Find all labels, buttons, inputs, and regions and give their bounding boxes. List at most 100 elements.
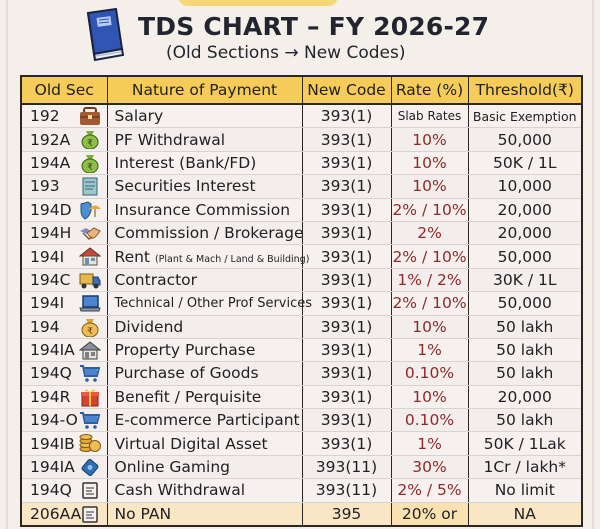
old-sec-cell: 194H [21,221,108,246]
rate-cell: Slab Rates [391,104,469,129]
old-sec-code: 193 [30,177,60,196]
money-bag-icon: ₹ [81,154,98,173]
threshold-cell: 50,000 [468,244,582,269]
page-title: TDS CHART – FY 2026-27 [138,12,490,41]
old-sec-code: 194IA [30,341,75,360]
old-sec-cell: 194I [21,291,108,316]
threshold-cell: 30K / 1L [468,268,582,293]
nature-cell: Rent (Plant & Mach / Land & Building) [107,244,309,269]
threshold-cell: 50 lakh [468,338,582,363]
svg-text:₹: ₹ [87,163,93,173]
column-header-nature: Nature of Payment [107,76,303,105]
nature-cell: Contractor [107,268,303,293]
page-frame-left [6,0,8,529]
new-code-cell: 393(1) [302,244,392,269]
rate-cell: 0.10% [391,361,469,386]
decorative-tab [178,0,338,6]
old-sec-cell: 194C [21,268,108,293]
rate-cell: 10% [391,385,469,410]
old-sec-code: 206AA [30,504,82,523]
document-icon [81,482,98,499]
old-sec-code: 194D [30,200,72,219]
new-code-cell: 393(11) [302,478,392,503]
nature-cell: Insurance Commission [107,198,303,222]
rate-cell: 2% / 10% [391,291,469,316]
rate-cell: 1% [391,431,469,456]
column-header-old-sec: Old Sec [21,76,108,105]
gift-icon [80,388,99,407]
rate-cell: 1% [391,338,469,363]
chart-header: TDS CHART – FY 2026-27 (Old Sections → N… [0,0,600,74]
threshold-cell: 50K / 1Lak [468,431,582,456]
nature-cell: Interest (Bank/FD) [107,151,303,176]
nature-cell: Virtual Digital Asset [107,431,303,456]
table-row: 194H Commission / Brokerage 393(1) 2% 20… [21,221,582,246]
nature-cell: Cash Withdrawal [107,478,303,503]
nature-cell: Salary [107,104,303,129]
threshold-cell: 50,000 [468,291,582,316]
house-icon [78,341,101,360]
truck-icon [79,273,100,289]
new-code-cell: 393(1) [302,291,392,316]
gamepad-icon [81,458,98,476]
old-sec-cell: 194Q [21,361,108,386]
new-code-cell: 393(1) [302,151,392,176]
old-sec-cell: 194D [21,198,108,222]
new-code-cell: 393(1) [302,104,392,129]
table-row: 194 ₹ Dividend 393(1) 10% 50 lakh [21,315,582,339]
threshold-cell: 20,000 [468,221,582,246]
table-row: 194I Rent (Plant & Mach / Land & Buildin… [21,244,582,269]
handshake-icon [79,227,101,240]
new-code-cell: 393(1) [302,127,392,152]
old-sec-code: 194C [30,270,71,289]
nature-cell: E-commerce Participant [107,408,303,433]
cart-icon [79,365,100,383]
old-sec-cell: 194A ₹ [21,151,108,176]
new-code-cell: 393(1) [302,338,392,363]
column-header-threshold: Threshold(₹) [468,76,582,105]
new-code-cell: 393(1) [302,431,392,456]
table-header-row: Old Sec Nature of Payment New Code Rate … [21,76,582,105]
table-row: 192 Salary 393(1) Slab Rates Basic Exemp… [21,104,582,129]
rate-cell: 2% [391,221,469,246]
threshold-cell: 20,000 [468,385,582,410]
threshold-cell: 1Cr / lakh* [468,455,582,480]
new-code-cell: 393(1) [302,361,392,386]
rate-cell: 10% [391,174,469,199]
svg-text:₹: ₹ [87,327,93,337]
threshold-cell: NA [468,502,582,527]
table-row: 194A ₹ Interest (Bank/FD) 393(1) 10% 50K… [21,151,582,176]
nature-cell: Technical / Other Prof Services [107,291,312,316]
threshold-cell: Basic Exemption [468,104,582,129]
new-code-cell: 393(1) [302,174,392,199]
nature-cell: Dividend [107,315,303,339]
table-row: 194IA Property Purchase 393(1) 1% 50 lak… [21,338,582,363]
threshold-cell: 50 lakh [468,315,582,339]
cart-icon [79,412,100,429]
old-sec-cell: 194R [21,385,108,410]
table-row: 206AA No PAN 395 20% or NA [21,502,582,527]
rate-cell: 10% [391,315,469,339]
threshold-cell: 50 lakh [468,361,582,386]
rate-cell: 10% [391,127,469,152]
old-sec-code: 194Q [30,481,72,500]
rate-cell: 20% or [391,502,469,527]
nature-cell: PF Withdrawal [107,127,303,152]
document-icon [81,505,98,523]
table-row: 194IA Online Gaming 393(11) 30% 1Cr / la… [21,455,582,480]
old-sec-code: 194H [30,224,72,243]
rate-cell: 10% [391,151,469,176]
rate-cell: 2% / 10% [391,198,469,222]
nature-cell: Commission / Brokerage [107,221,304,246]
old-sec-cell: 192 [21,104,108,129]
old-sec-cell: 194IB [21,431,108,456]
table-row: 194IB Virtual Digital Asset 393(1) 1% 50… [21,431,582,456]
new-code-cell: 393(1) [302,315,392,339]
threshold-cell: 50 lakh [468,408,582,433]
old-sec-code: 192 [30,107,60,126]
new-code-cell: 393(1) [302,268,392,293]
laptop-icon [78,295,101,312]
old-sec-code: 194-O [30,411,78,430]
old-sec-code: 194IB [30,434,75,453]
threshold-cell: 20,000 [468,198,582,222]
